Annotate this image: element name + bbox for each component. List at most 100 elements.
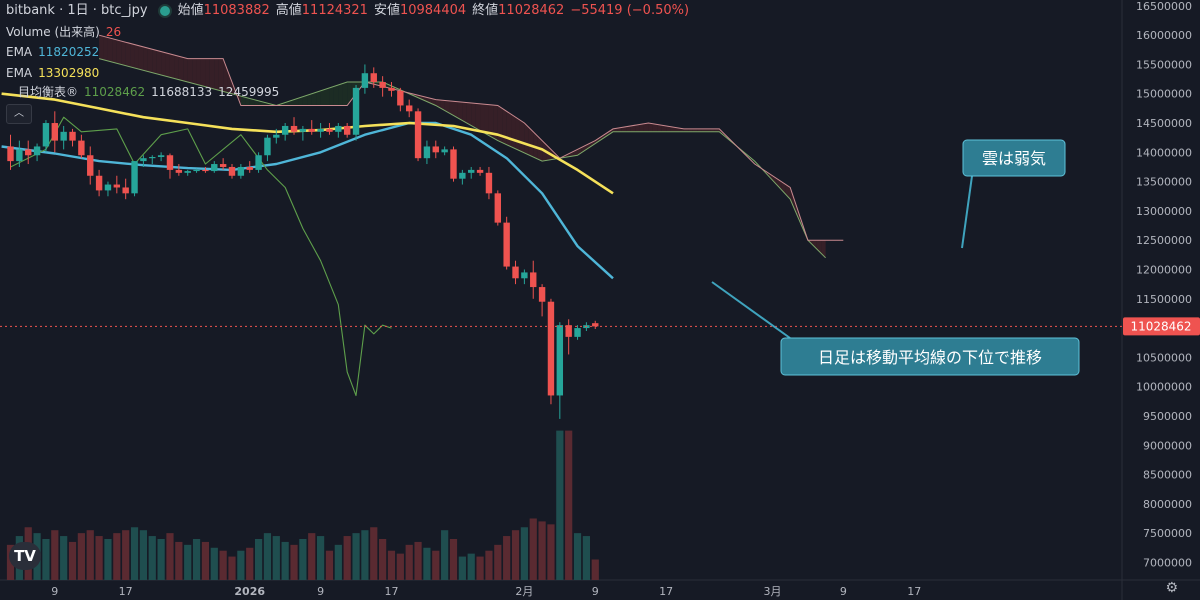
cloud-segment — [298, 96, 303, 106]
cloud-segment — [294, 98, 299, 106]
ema-slow-legend[interactable]: EMA 13302980 — [6, 65, 105, 81]
cloud-segment — [617, 127, 622, 132]
symbol-title[interactable]: bitbank · 1日 · btc_jpy — [6, 3, 148, 18]
ema-fast-label: EMA — [6, 45, 33, 59]
cloud-segment — [497, 105, 503, 143]
cloud-segment — [462, 102, 467, 124]
cloud-segment — [138, 45, 144, 71]
volume-bar — [387, 550, 396, 580]
volume-bar — [254, 538, 263, 580]
volume-bar — [42, 538, 50, 580]
candle — [175, 164, 183, 176]
cloud-segment — [209, 58, 215, 90]
candle — [450, 146, 457, 182]
volume-bar — [423, 547, 431, 580]
cloud-segment — [519, 120, 525, 153]
cloud-segment — [586, 142, 591, 150]
volume-bar — [184, 544, 192, 580]
volume-bar — [77, 533, 85, 580]
cloud-segment — [511, 114, 516, 149]
volume-bar — [441, 530, 449, 580]
cloud-segment — [342, 82, 348, 106]
tradingview-logo-icon[interactable]: TV — [9, 542, 41, 570]
ema-slow-line — [1, 92, 614, 195]
candle — [104, 181, 112, 197]
y-tick-label: 13000000 — [1136, 205, 1192, 218]
close-label: 終値 — [472, 3, 499, 18]
candle — [388, 82, 395, 97]
volume-bar — [485, 550, 493, 580]
candle — [255, 152, 262, 173]
cloud-segment — [174, 55, 179, 80]
callout-ma-text: 日足は移動平均線の下位で推移 — [818, 348, 1042, 367]
ichimoku-value-3: 12459995 — [218, 85, 280, 99]
volume-bar — [51, 530, 59, 580]
candle — [211, 161, 218, 173]
cloud-segment — [329, 86, 334, 106]
candle — [574, 325, 581, 340]
candle — [273, 128, 280, 144]
open-value: 11083882 — [203, 3, 270, 18]
cloud-segment — [169, 53, 175, 79]
cloud-segment — [192, 58, 197, 85]
candle — [503, 216, 510, 270]
cloud-segment — [604, 131, 609, 138]
candle — [25, 140, 32, 165]
volume-bar — [529, 518, 537, 580]
candle — [592, 320, 599, 329]
cloud-segment — [626, 125, 631, 132]
gear-icon[interactable]: ⚙ — [1165, 580, 1178, 596]
volume-bar — [458, 556, 466, 580]
candle — [414, 108, 422, 162]
cloud-segment — [484, 104, 489, 136]
cloud-segment — [311, 92, 317, 106]
y-tick-label: 15500000 — [1136, 58, 1192, 71]
cloud-segment — [453, 101, 458, 119]
y-tick-label: 7000000 — [1143, 556, 1192, 569]
cloud-segment — [670, 126, 675, 132]
volume-bar — [272, 536, 280, 580]
ichimoku-legend[interactable]: 目均衡表® 11028462 11688133 12459995 — [6, 84, 285, 100]
volume-bar — [246, 547, 254, 580]
collapse-legend-button[interactable]: ︿ — [6, 104, 32, 124]
cloud-segment — [130, 43, 135, 68]
x-tick-label: 17 — [907, 585, 921, 598]
ichimoku-value-1: 11028462 — [84, 85, 146, 99]
volume-bar — [290, 544, 298, 580]
volume-bar — [308, 533, 316, 580]
cloud-segment — [440, 100, 445, 111]
candle — [565, 319, 572, 355]
cloud-segment — [710, 128, 715, 132]
cloud-segment — [107, 37, 113, 63]
cloud-segment — [254, 99, 259, 106]
volume-bar — [210, 547, 218, 580]
candle — [219, 158, 227, 170]
candle — [530, 260, 537, 299]
cloud-segment — [652, 123, 658, 132]
change-value: −55419 (−0.50%) — [570, 3, 690, 18]
cloud-segment — [156, 50, 162, 75]
indicator-lines — [1, 34, 844, 397]
cloud-segment — [573, 149, 578, 156]
volume-bar — [139, 530, 147, 580]
candle — [459, 169, 466, 185]
price-axis[interactable]: 16500000 16000000 15500000 15000000 14500000… — [1136, 0, 1192, 569]
symbol-header[interactable]: bitbank · 1日 · btc_jpy 始値11083882 高値111243… — [6, 3, 695, 19]
high-label: 高値 — [275, 3, 302, 18]
y-tick-label: 12500000 — [1136, 234, 1192, 247]
x-tick-label: 9 — [840, 585, 847, 598]
candle — [547, 298, 555, 405]
cloud-segment — [103, 36, 108, 61]
candle — [281, 123, 289, 141]
x-tick-label: 9 — [592, 585, 599, 598]
volume-legend[interactable]: Volume (出来高) 26 — [6, 24, 127, 40]
candle — [521, 269, 528, 285]
time-axis[interactable]: 9 17 2026 9 17 2月 9 17 3月 9 17 — [51, 585, 921, 598]
cloud-segment — [816, 240, 822, 254]
price-label: 11028462 — [1130, 319, 1191, 333]
ema-fast-legend[interactable]: EMA 11820252 — [6, 44, 105, 60]
candle — [69, 128, 76, 147]
volume-bar — [449, 538, 458, 580]
cloud-segment — [657, 124, 662, 132]
